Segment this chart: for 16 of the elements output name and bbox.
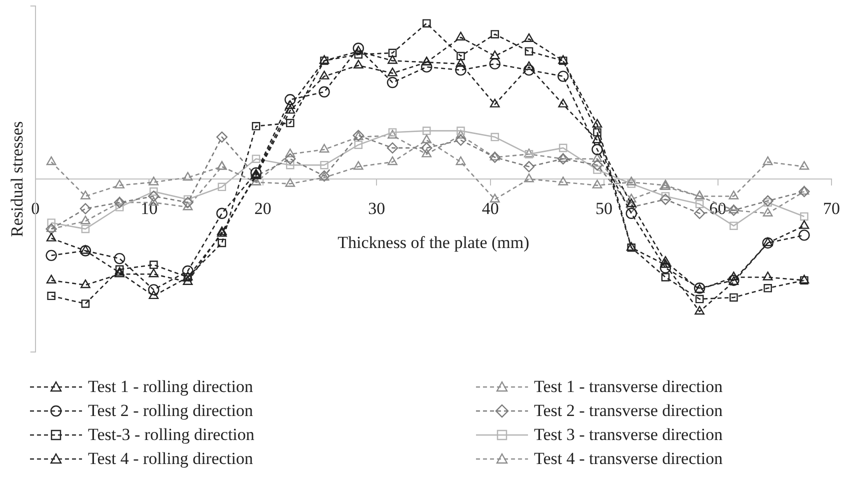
legend-label: Test 2 - transverse direction (534, 401, 723, 421)
x-tick-label: 0 (31, 198, 40, 218)
legend-label: Test 1 - rolling direction (88, 377, 253, 397)
legend-label: Test 4 - rolling direction (88, 449, 253, 469)
legend-label: Test-3 - rolling direction (88, 425, 254, 445)
legend-label: Test 3 - transverse direction (534, 425, 723, 445)
x-tick-label: 20 (254, 198, 272, 218)
x-tick-label: 40 (482, 198, 499, 218)
x-tick-label: 70 (823, 198, 840, 218)
legend-label: Test 4 - transverse direction (534, 449, 723, 469)
y-axis-title: Residual stresses (8, 121, 27, 237)
x-tick-label: 50 (596, 198, 613, 218)
legend-label: Test 1 - transverse direction (534, 377, 723, 397)
legend-label: Test 2 - rolling direction (88, 401, 253, 421)
x-tick-label: 30 (368, 198, 386, 218)
x-axis-title: Thickness of the plate (mm) (338, 233, 530, 252)
